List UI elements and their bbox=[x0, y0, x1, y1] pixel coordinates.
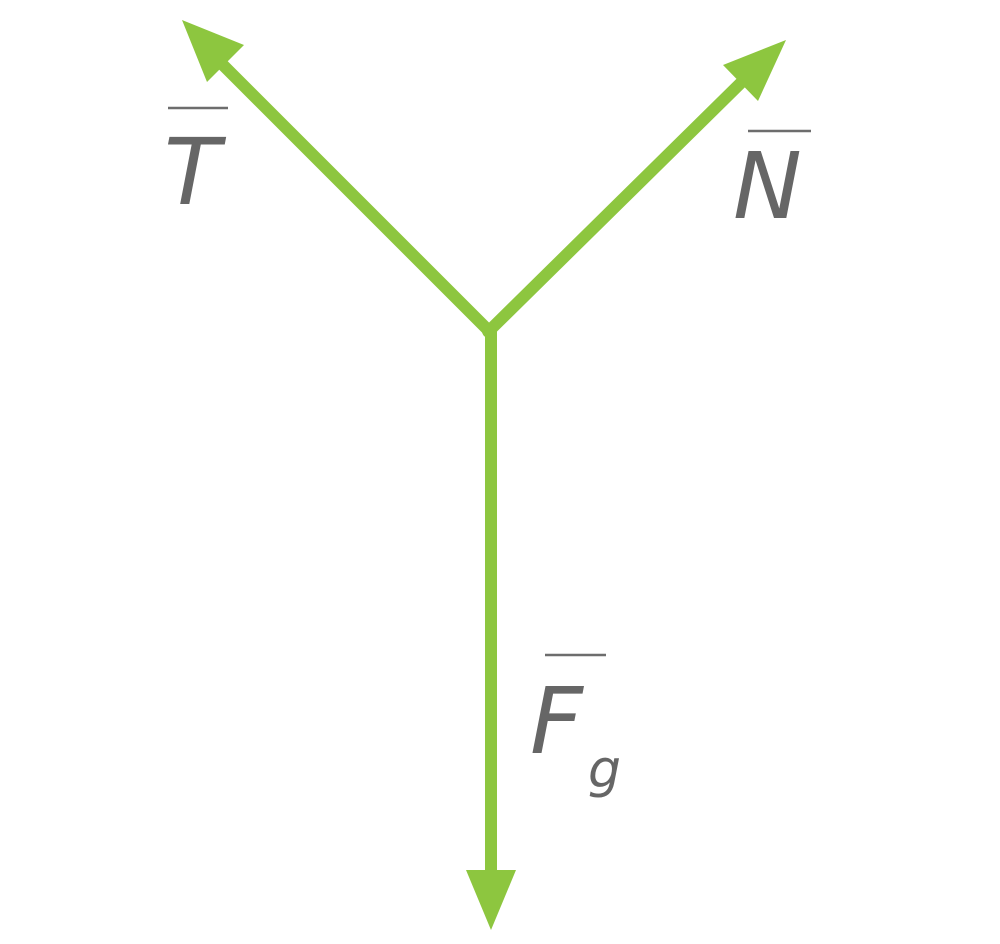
normal-label-text: N bbox=[733, 133, 802, 240]
gravity-arrowhead bbox=[466, 870, 516, 930]
gravity-label-subscript: g bbox=[588, 740, 621, 800]
tension-label: T bbox=[164, 106, 228, 226]
tension-label-text: T bbox=[164, 119, 227, 226]
gravity-vector bbox=[466, 325, 516, 930]
normal-vector bbox=[483, 40, 786, 337]
tension-vector bbox=[182, 20, 495, 337]
junction-point bbox=[482, 324, 496, 338]
normal-label: N bbox=[733, 129, 811, 240]
normal-arrowhead bbox=[723, 40, 786, 101]
gravity-label: F g bbox=[530, 653, 621, 800]
gravity-label-text: F bbox=[530, 668, 584, 775]
tension-arrowhead bbox=[182, 20, 244, 82]
